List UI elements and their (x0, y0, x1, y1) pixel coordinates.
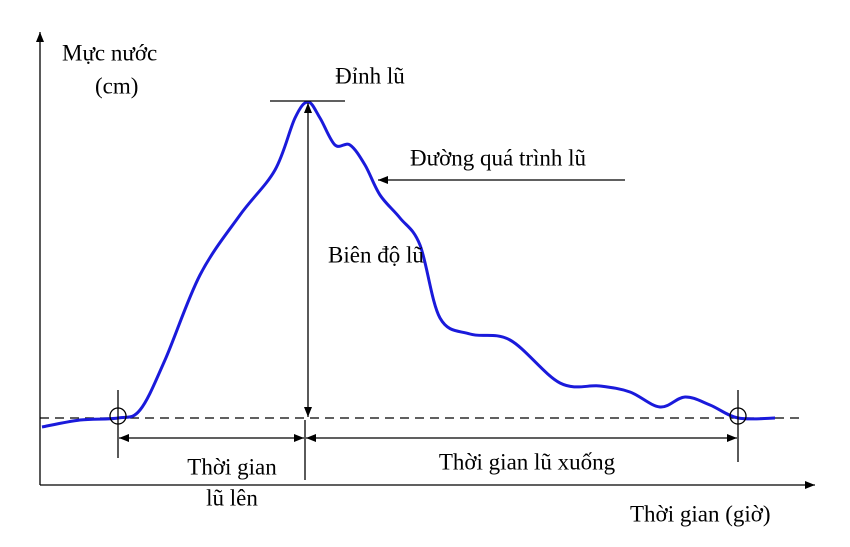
falling-label: Thời gian lũ xuống (439, 449, 616, 474)
rising-label: Thời gian (187, 454, 277, 479)
hydrograph-label: Đường quá trình lũ (410, 145, 587, 170)
hydrograph-curve (41, 100, 776, 429)
peak-label: Đỉnh lũ (335, 63, 405, 88)
y-label: (cm) (95, 73, 138, 98)
amplitude-label: Biên độ lũ (328, 242, 424, 267)
rising-label: lũ lên (206, 485, 258, 510)
x-label: Thời gian (giờ) (630, 501, 771, 526)
y-label: Mực nước (62, 40, 157, 65)
